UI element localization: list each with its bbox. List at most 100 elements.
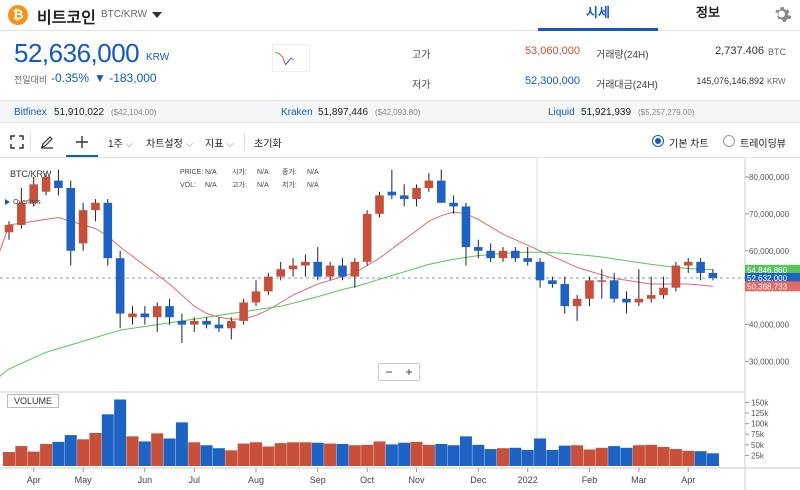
legend-low-value: N/A	[307, 182, 319, 189]
candle-body	[486, 250, 495, 259]
volume-bar	[645, 444, 658, 466]
low-label: 저가	[412, 80, 431, 91]
volume-bar	[410, 441, 423, 466]
candle-body	[399, 195, 409, 200]
vol-tick-label: 150k	[751, 398, 769, 407]
candle-body	[646, 295, 656, 299]
candle-body	[78, 210, 88, 244]
legend-open-value: N/A	[257, 169, 269, 176]
x-tick-label: 2022	[518, 475, 538, 485]
vol-tick-label: 125k	[751, 409, 769, 418]
price-tag	[745, 272, 800, 283]
candle-body	[54, 180, 63, 188]
candle-body	[412, 188, 421, 200]
caret-right-icon[interactable]	[5, 199, 10, 205]
exchange-name[interactable]: Liquid	[548, 107, 575, 118]
candle-body	[115, 258, 125, 314]
change-percent: -0.35%	[51, 71, 90, 85]
volume-bar	[385, 444, 398, 466]
pencil-icon[interactable]	[40, 135, 54, 149]
candle-body	[301, 261, 310, 266]
chart-settings-select[interactable]: 차트설정 ⌵	[146, 135, 193, 150]
x-tick-label: Apr	[681, 475, 695, 485]
exchange-price: 51,897,446	[318, 107, 369, 118]
candle-body	[449, 202, 458, 207]
volume-bar	[15, 446, 28, 466]
tab-info[interactable]: 정보	[696, 5, 720, 20]
vol-tick-label: 75k	[751, 430, 765, 439]
candle-body	[338, 265, 347, 277]
zoom-controls: − +	[378, 363, 420, 381]
interval-select[interactable]: 1주 ⌵	[108, 135, 133, 150]
candle-body	[436, 180, 446, 203]
fullscreen-icon[interactable]	[10, 135, 24, 149]
crosshair-icon[interactable]	[75, 135, 89, 149]
candle-body	[474, 247, 483, 251]
candle-body	[683, 261, 693, 266]
volume-bar	[27, 451, 40, 466]
candle-body	[461, 206, 471, 248]
volume-label: VOLUME	[7, 394, 60, 408]
tradingview-label[interactable]: 트레이딩뷰	[740, 139, 786, 150]
candle-body	[325, 265, 335, 277]
indicators-select[interactable]: 지표 ⌵	[205, 135, 234, 150]
volume-bar	[583, 449, 596, 466]
y-tick-label: 80,000,000	[749, 173, 790, 182]
indicators-label: 지표	[205, 139, 224, 150]
legend-vol-label: VOL:	[180, 182, 196, 189]
candle-body	[189, 320, 199, 325]
tab-market[interactable]: 시세	[538, 0, 658, 31]
y-tick-label: 70,000,000	[749, 210, 790, 219]
basic-chart-radio[interactable]	[652, 135, 664, 147]
volume-bar	[595, 447, 608, 466]
exchange-usd: ($42,104.00)	[111, 108, 157, 117]
candle-body	[41, 176, 51, 192]
volume-bar	[40, 443, 53, 466]
x-tick-label: Nov	[409, 475, 426, 485]
volume-bar	[324, 443, 337, 466]
zoom-in-button[interactable]: +	[405, 365, 413, 379]
legend-overlays[interactable]: Overlays	[13, 199, 41, 206]
candle-body	[572, 298, 582, 307]
volume-bar	[89, 432, 102, 466]
volume-bars	[3, 399, 719, 466]
x-tick-label: May	[75, 475, 93, 485]
exchange-usd: ($5,257,279.00)	[638, 108, 695, 117]
candle-body	[276, 269, 285, 277]
chevron-down-icon[interactable]	[152, 12, 162, 18]
coin-name[interactable]: 비트코인	[37, 10, 96, 27]
coin-pair[interactable]: BTC/KRW	[101, 9, 147, 20]
volume-bar	[237, 443, 250, 466]
zoom-out-button[interactable]: −	[385, 365, 393, 379]
chart-legend: BTC/KRW Overlays PRICE: N/A 시가: N/A 종가: …	[5, 167, 319, 206]
high-label: 고가	[412, 50, 431, 61]
candle-body	[523, 258, 532, 262]
exchange-name[interactable]: Bitfinex	[14, 107, 47, 118]
candle-body	[597, 280, 607, 282]
gear-icon[interactable]	[770, 3, 796, 27]
candle-body	[560, 284, 570, 307]
x-tick-label: Feb	[582, 475, 598, 485]
chevron-down-icon: ⌵	[125, 139, 134, 150]
price-tag-label: 50,368,733	[747, 282, 788, 291]
volume-bar	[3, 452, 15, 466]
volume-bar	[311, 442, 324, 466]
candle-body	[165, 306, 174, 318]
price-chart[interactable]: 80,000,00070,000,00060,000,00050,000,000…	[0, 158, 800, 490]
price-tag-label: 54,846,860	[747, 266, 788, 275]
basic-chart-label[interactable]: 기본 차트	[669, 139, 709, 150]
chart-settings-label: 차트설정	[146, 139, 183, 150]
volume-bar	[188, 442, 201, 466]
volume-bar	[274, 443, 287, 466]
candle-body	[214, 324, 224, 329]
volume-bar	[682, 450, 695, 466]
reset-button[interactable]: 초기화	[254, 139, 282, 150]
volume-bar	[151, 433, 164, 466]
chevron-down-icon: ⌵	[226, 139, 234, 150]
exchange-name[interactable]: Kraken	[281, 107, 313, 118]
candle-body	[585, 280, 594, 299]
tradingview-radio[interactable]	[723, 135, 735, 147]
volume-bar	[484, 449, 497, 466]
candle-body	[177, 320, 187, 325]
volume-bar	[114, 399, 127, 466]
